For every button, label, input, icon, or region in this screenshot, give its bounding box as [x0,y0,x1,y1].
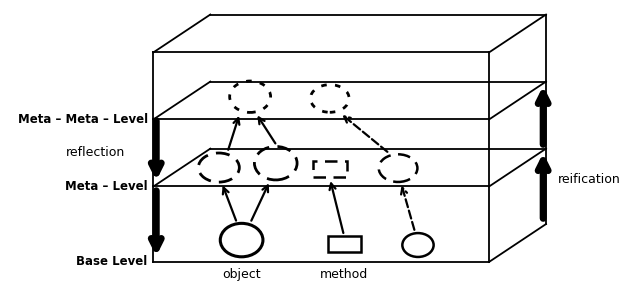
Text: Base Level: Base Level [76,255,148,268]
Bar [327,236,361,252]
Text: Meta – Level: Meta – Level [65,180,148,193]
Bar [313,161,347,177]
Text: reflection: reflection [66,146,125,159]
Text: reification: reification [557,173,620,186]
Text: object: object [222,268,261,281]
Text: method: method [320,268,368,281]
Text: Meta – Meta – Level: Meta – Meta – Level [18,113,148,126]
